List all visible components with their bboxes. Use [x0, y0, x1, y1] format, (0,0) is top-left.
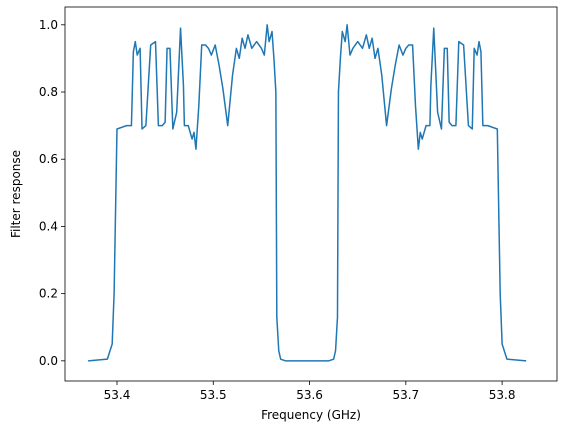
plot-frame — [64, 6, 558, 382]
line — [88, 24, 527, 362]
y-tick-label: 0.4 — [39, 219, 58, 233]
x-tick-label: 53.6 — [296, 388, 323, 402]
x-tick-label: 53.5 — [200, 388, 227, 402]
x-tick-label: 53.7 — [392, 388, 419, 402]
y-tick-label: 0.2 — [39, 287, 58, 301]
y-axis-label: Filter response — [9, 150, 23, 238]
y-tick-label: 1.0 — [39, 18, 58, 32]
y-tick-label: 0.8 — [39, 85, 58, 99]
x-tick-label: 53.4 — [104, 388, 131, 402]
x-tick-label: 53.8 — [489, 388, 516, 402]
y-tick-label: 0.6 — [39, 152, 58, 166]
x-axis-label: Frequency (GHz) — [261, 408, 361, 422]
y-tick-label: 0.0 — [39, 354, 58, 368]
